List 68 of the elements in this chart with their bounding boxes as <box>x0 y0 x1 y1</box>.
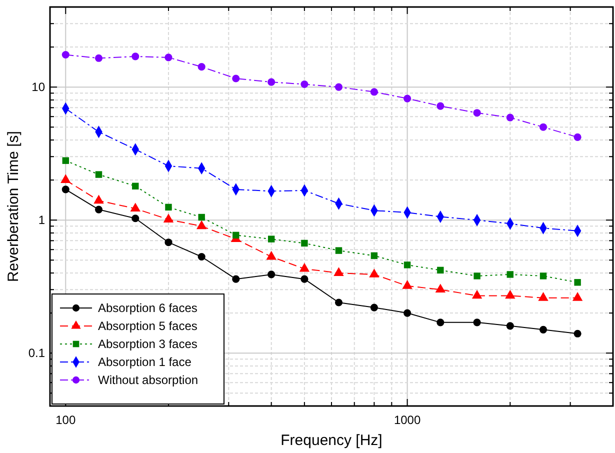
point <box>232 275 240 283</box>
point <box>198 252 206 261</box>
point <box>572 292 583 301</box>
point <box>540 272 547 280</box>
point <box>370 304 378 312</box>
point <box>62 50 70 59</box>
legend-label: Absorption 1 face <box>98 355 192 369</box>
point <box>437 266 444 274</box>
point <box>370 252 378 260</box>
point <box>62 186 70 194</box>
point <box>268 78 276 86</box>
point <box>436 318 444 326</box>
point <box>506 322 514 330</box>
point <box>266 250 276 260</box>
point <box>198 214 205 221</box>
legend-label: Absorption 3 faces <box>98 337 198 351</box>
x-tick-label: 100 <box>56 413 76 427</box>
point <box>94 194 104 204</box>
point <box>404 262 411 268</box>
point <box>369 268 380 278</box>
point <box>163 214 174 222</box>
point <box>196 220 207 230</box>
point <box>299 262 310 272</box>
y-tick-label: 10 <box>32 80 46 94</box>
point <box>404 94 412 102</box>
point <box>164 238 172 246</box>
point <box>268 270 276 278</box>
point <box>164 54 172 62</box>
point <box>94 206 103 214</box>
point <box>539 123 548 131</box>
point <box>198 63 206 71</box>
legend-label: Without absorption <box>98 373 198 387</box>
point <box>95 171 102 178</box>
point <box>300 275 308 283</box>
point <box>505 290 516 299</box>
point <box>435 284 446 293</box>
point <box>300 80 308 88</box>
x-tick-label: 1000 <box>394 413 421 427</box>
point <box>574 279 581 286</box>
point <box>335 247 342 254</box>
point <box>130 202 140 212</box>
point <box>370 88 378 96</box>
point <box>334 83 343 91</box>
point <box>402 280 412 289</box>
point <box>574 133 582 141</box>
point <box>62 157 69 164</box>
point <box>436 102 444 110</box>
point <box>539 326 548 334</box>
legend-label: Absorption 6 faces <box>98 301 198 315</box>
point <box>232 232 240 239</box>
point <box>334 298 343 306</box>
point <box>301 240 308 247</box>
x-axis-title: Frequency [Hz] <box>280 432 382 449</box>
point <box>268 236 275 242</box>
point <box>94 54 103 62</box>
point <box>165 204 172 211</box>
point <box>538 292 548 301</box>
y-axis-title: Reverberation Time [s] <box>5 131 22 282</box>
point <box>404 309 412 317</box>
point <box>232 74 240 82</box>
point <box>60 174 71 183</box>
point <box>506 114 514 122</box>
point <box>506 271 514 278</box>
y-tick-label: 0.1 <box>28 346 46 360</box>
legend-label: Absorption 5 faces <box>98 319 198 333</box>
point <box>574 330 582 338</box>
point <box>334 267 344 276</box>
y-tick-label: 1 <box>38 213 46 228</box>
